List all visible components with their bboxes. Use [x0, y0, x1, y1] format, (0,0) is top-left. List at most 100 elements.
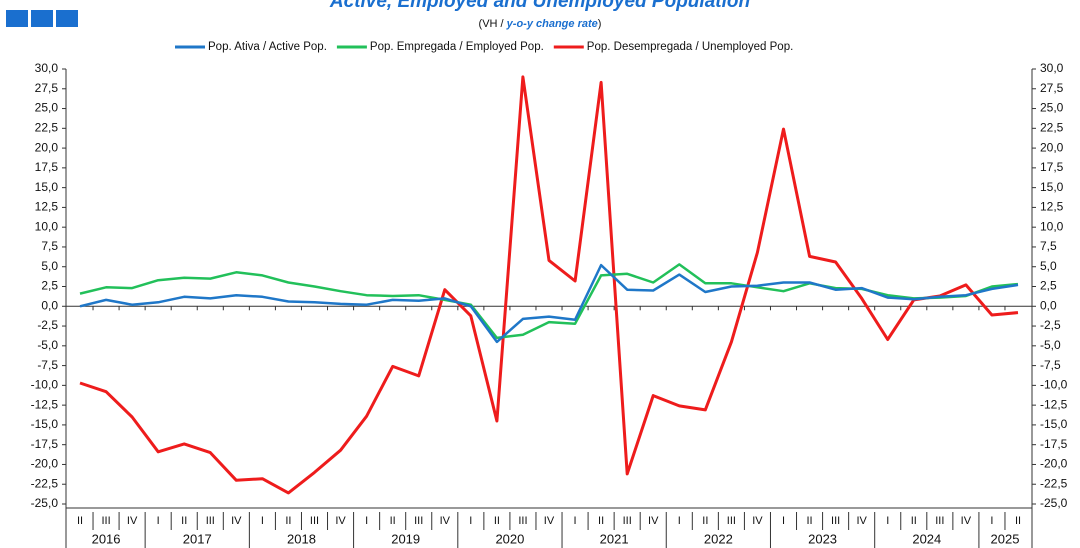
y2-tick-label: -5,0 — [1040, 338, 1061, 352]
x-tick-label: I — [886, 515, 889, 527]
y2-tick-label: 17,5 — [1040, 160, 1064, 174]
year-label: 2016 — [92, 531, 121, 546]
logo-block — [56, 10, 78, 27]
x-tick-label: IV — [961, 515, 972, 527]
x-tick-label: III — [206, 515, 215, 527]
year-label: 2019 — [391, 531, 420, 546]
year-label: 2024 — [912, 531, 941, 546]
y-tick-label: -2,5 — [37, 318, 58, 332]
x-tick-label: IV — [544, 515, 555, 527]
year-label: 2025 — [991, 531, 1020, 546]
y2-tick-label: -15,0 — [1040, 417, 1068, 431]
y-tick-label: -7,5 — [37, 358, 58, 372]
y-tick-label: 15,0 — [35, 180, 59, 194]
y2-tick-label: -25,0 — [1040, 496, 1068, 510]
y-tick-label: -17,5 — [31, 437, 59, 451]
x-tick-label: II — [806, 515, 812, 527]
subtitle-part: (VH / — [479, 18, 507, 30]
legend-label: Pop. Empregada / Employed Pop. — [370, 41, 544, 53]
y2-tick-label: -22,5 — [1040, 476, 1068, 490]
x-tick-label: I — [678, 515, 681, 527]
legend-label: Pop. Ativa / Active Pop. — [208, 41, 327, 53]
y2-tick-label: -2,5 — [1040, 318, 1061, 332]
y2-tick-label: -20,0 — [1040, 457, 1068, 471]
series-line — [79, 75, 1019, 495]
y2-tick-label: -10,0 — [1040, 378, 1068, 392]
x-tick-label: I — [261, 515, 264, 527]
x-tick-label: I — [469, 515, 472, 527]
y-tick-label: -5,0 — [37, 338, 58, 352]
y-tick-label: 10,0 — [35, 219, 59, 233]
y-tick-label: 7,5 — [41, 239, 58, 253]
x-tick-label: III — [935, 515, 944, 527]
year-label: 2021 — [600, 531, 629, 546]
chart-subtitle: (VH / y-o-y change rate) — [479, 18, 602, 30]
y-tick-label: -25,0 — [31, 496, 59, 510]
x-tick-label: III — [623, 515, 632, 527]
y2-tick-label: 0,0 — [1040, 298, 1057, 312]
y2-tick-label: 30,0 — [1040, 61, 1064, 75]
year-label: 2023 — [808, 531, 837, 546]
year-label: 2017 — [183, 531, 212, 546]
x-tick-label: IV — [440, 515, 451, 527]
x-tick-label: III — [518, 515, 527, 527]
y-tick-label: -20,0 — [31, 457, 59, 471]
y2-tick-label: -7,5 — [1040, 358, 1061, 372]
y2-tick-label: 25,0 — [1040, 101, 1064, 115]
x-tick-label: II — [181, 515, 187, 527]
x-tick-label: II — [285, 515, 291, 527]
x-tick-label: II — [494, 515, 500, 527]
y2-tick-label: 2,5 — [1040, 279, 1057, 293]
x-tick-label: II — [390, 515, 396, 527]
x-tick-label: I — [157, 515, 160, 527]
chart-title: Active, Employed and Unemployed Populati… — [329, 0, 750, 12]
y-tick-label: 22,5 — [35, 120, 59, 134]
x-tick-label: IV — [856, 515, 867, 527]
y-tick-label: -15,0 — [31, 417, 59, 431]
series-line — [79, 263, 1019, 340]
x-tick-label: IV — [127, 515, 138, 527]
x-tick-label: II — [1015, 515, 1021, 527]
x-tick-label: III — [727, 515, 736, 527]
x-tick-label: III — [101, 515, 110, 527]
y2-tick-label: -17,5 — [1040, 437, 1068, 451]
y-tick-label: 0,0 — [41, 298, 58, 312]
x-tick-label: II — [77, 515, 83, 527]
series-line — [79, 263, 1019, 344]
y2-tick-label: 7,5 — [1040, 239, 1057, 253]
year-label: 2018 — [287, 531, 316, 546]
x-tick-label: III — [414, 515, 423, 527]
y2-tick-label: 12,5 — [1040, 200, 1064, 214]
y-tick-label: 12,5 — [35, 200, 59, 214]
y2-tick-label: 20,0 — [1040, 140, 1064, 154]
y2-tick-label: 10,0 — [1040, 219, 1064, 233]
y2-tick-label: -12,5 — [1040, 397, 1068, 411]
y-tick-label: -22,5 — [31, 476, 59, 490]
x-tick-label: IV — [231, 515, 242, 527]
year-label: 2020 — [495, 531, 524, 546]
y-tick-label: 20,0 — [35, 140, 59, 154]
x-tick-label: I — [782, 515, 785, 527]
x-tick-label: III — [831, 515, 840, 527]
y-tick-label: 27,5 — [35, 81, 59, 95]
x-tick-label: IV — [648, 515, 659, 527]
y-tick-label: 5,0 — [41, 259, 58, 273]
x-tick-label: IV — [752, 515, 763, 527]
logo-block — [31, 10, 53, 27]
logo-block — [6, 10, 28, 27]
y-tick-label: -10,0 — [31, 378, 59, 392]
y2-tick-label: 15,0 — [1040, 180, 1064, 194]
x-tick-label: II — [911, 515, 917, 527]
y-tick-label: 25,0 — [35, 101, 59, 115]
x-tick-label: III — [310, 515, 319, 527]
y-tick-label: 2,5 — [41, 279, 58, 293]
x-tick-label: I — [990, 515, 993, 527]
y-tick-label: -12,5 — [31, 397, 59, 411]
y2-tick-label: 22,5 — [1040, 120, 1064, 134]
year-label: 2022 — [704, 531, 733, 546]
x-tick-label: I — [365, 515, 368, 527]
x-tick-label: IV — [335, 515, 346, 527]
x-tick-label: II — [598, 515, 604, 527]
x-tick-label: II — [702, 515, 708, 527]
